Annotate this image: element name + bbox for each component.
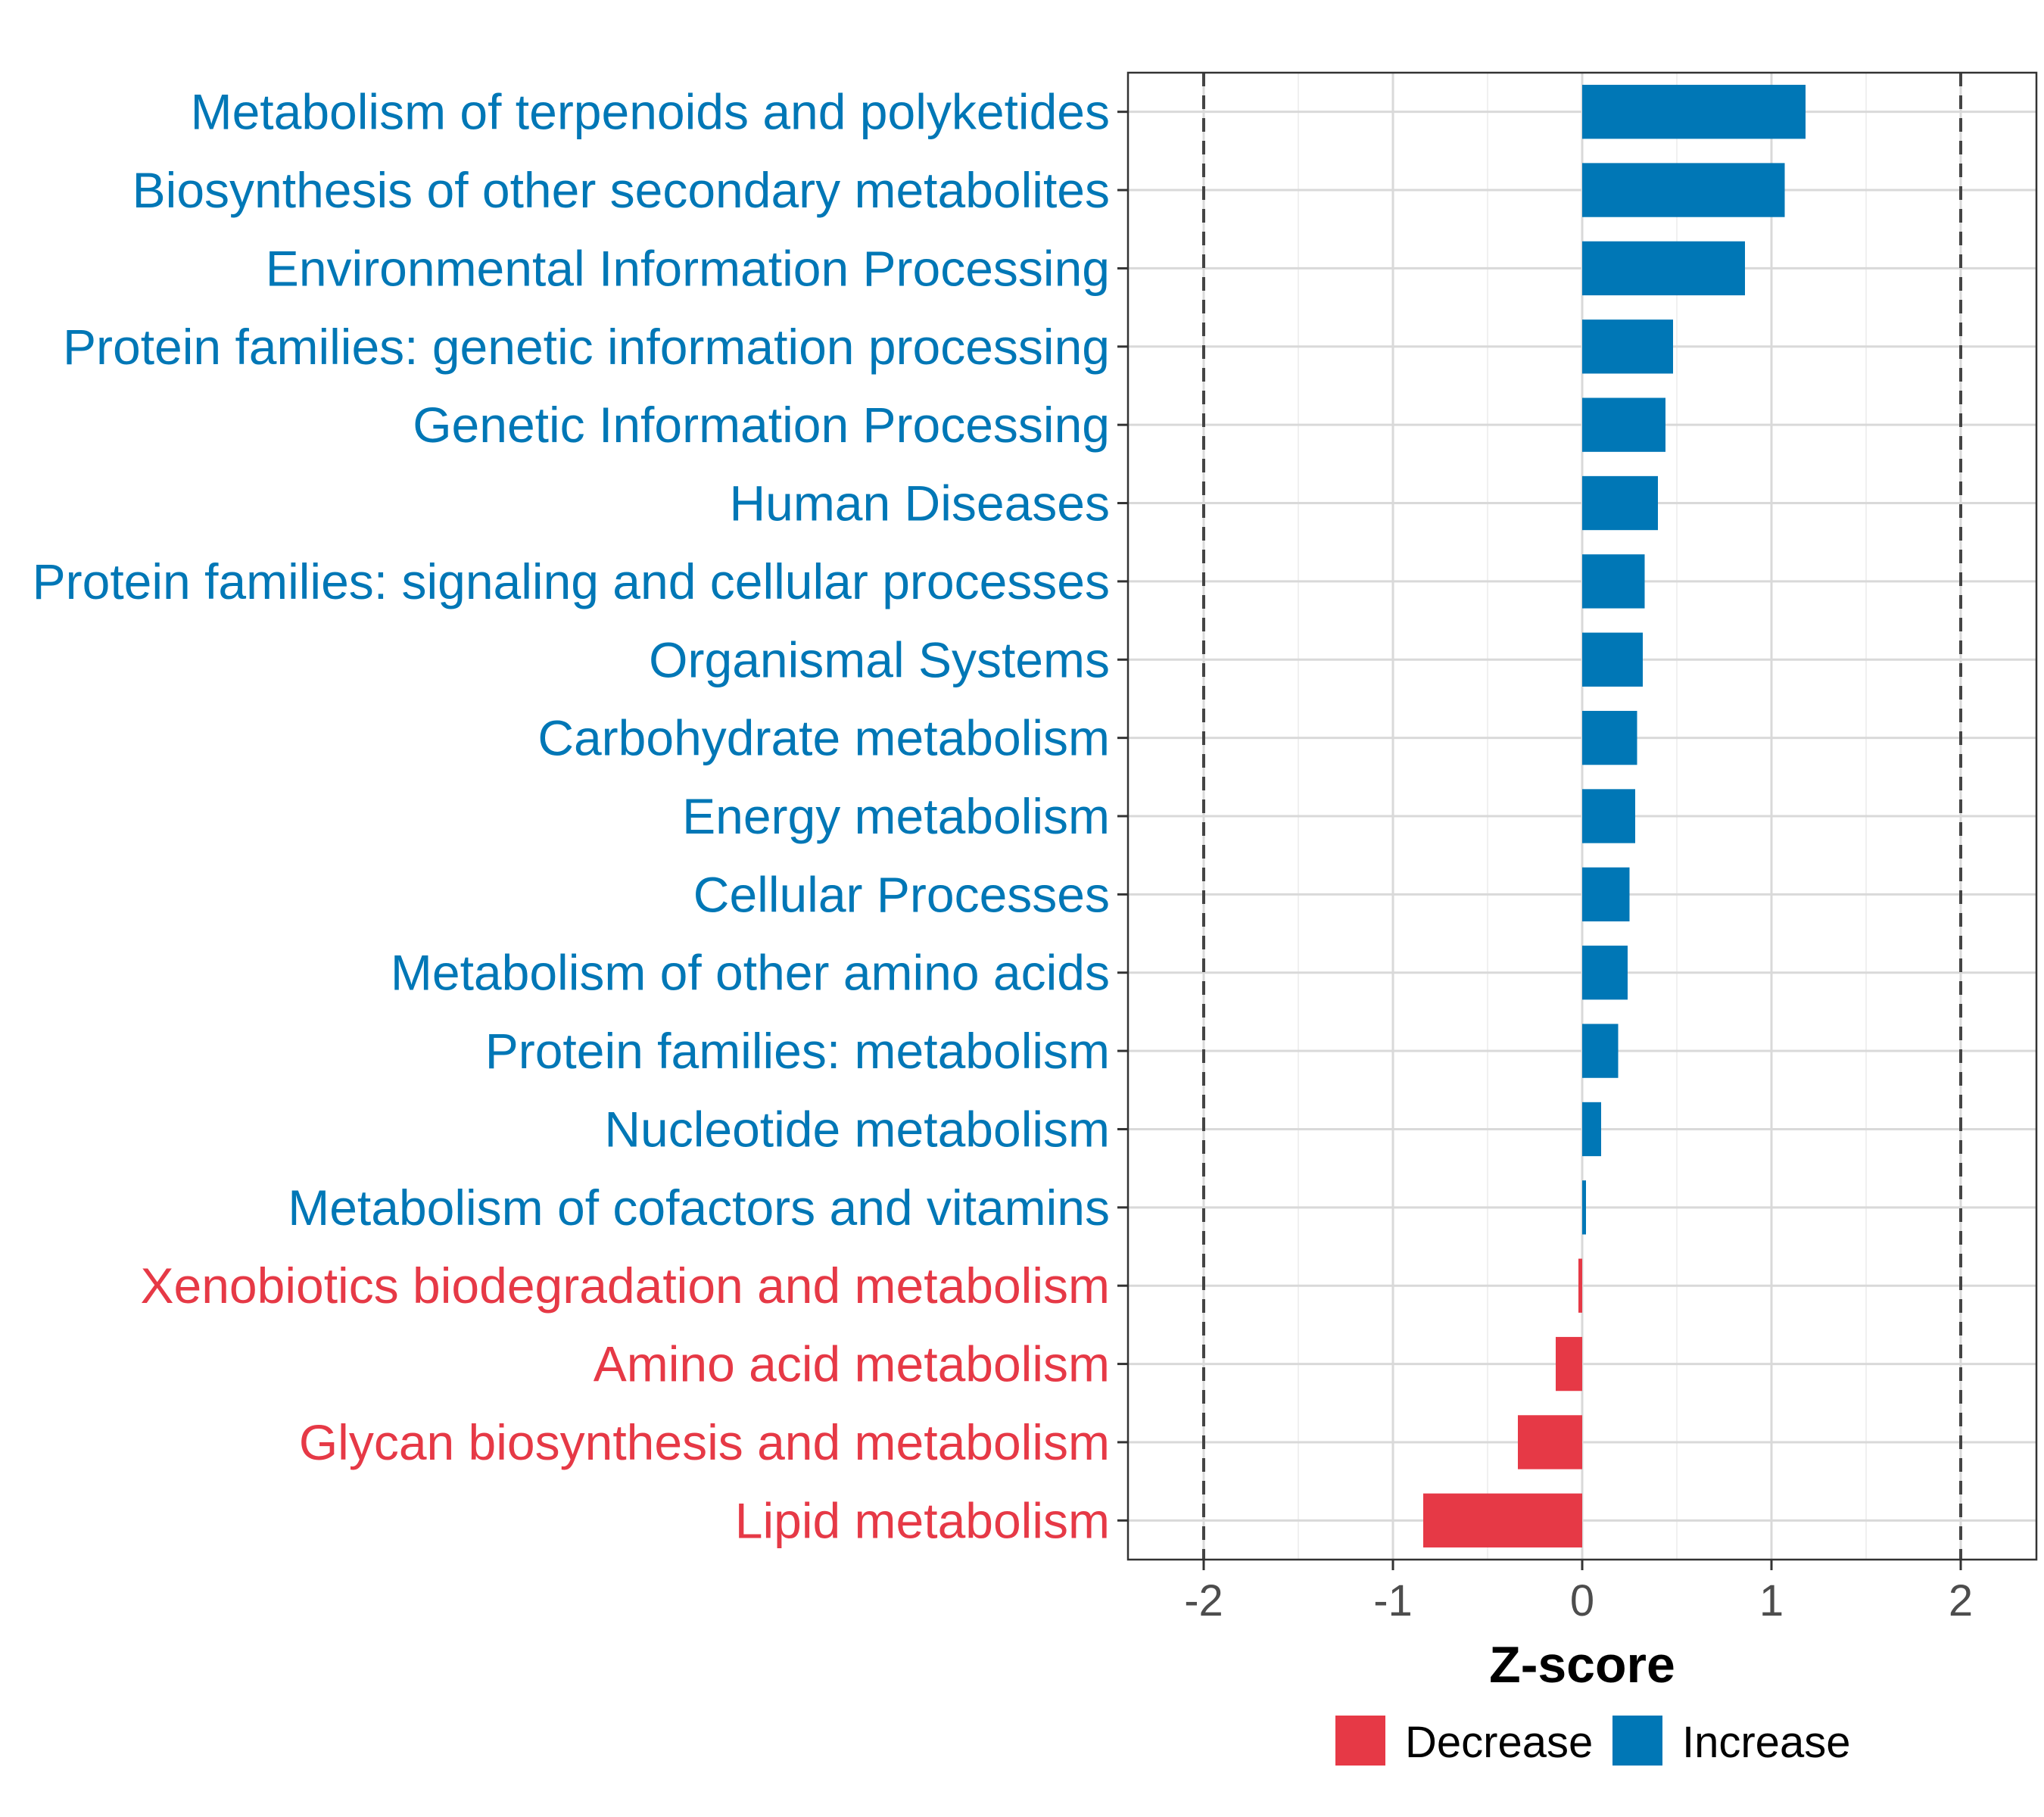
category-label: Protein families: genetic information pr… xyxy=(63,319,1110,375)
category-label: Organismal Systems xyxy=(649,631,1110,687)
bar xyxy=(1582,163,1785,217)
category-label: Protein families: metabolism xyxy=(485,1023,1110,1079)
category-labels: Metabolism of terpenoids and polyketides… xyxy=(33,84,1110,1549)
category-label: Cellular Processes xyxy=(693,866,1110,922)
category-label: Environmental Information Processing xyxy=(266,240,1110,296)
x-axis-ticks: -2 -1 0 1 2 xyxy=(1184,1560,1973,1625)
bar xyxy=(1582,710,1637,765)
category-label: Xenobiotics biodegradation and metabolis… xyxy=(141,1258,1111,1314)
category-label: Metabolism of terpenoids and polyketides xyxy=(191,84,1110,140)
category-label: Carbohydrate metabolism xyxy=(537,710,1110,766)
bar xyxy=(1582,397,1665,452)
category-label: Glycan biosynthesis and metabolism xyxy=(299,1414,1110,1470)
legend: Decrease Increase xyxy=(1335,1716,1850,1767)
legend-label: Decrease xyxy=(1405,1718,1593,1767)
bar xyxy=(1578,1258,1582,1313)
legend-swatch xyxy=(1335,1716,1385,1766)
category-label: Energy metabolism xyxy=(682,788,1110,844)
bar xyxy=(1582,1180,1586,1235)
bar xyxy=(1582,554,1645,609)
bar xyxy=(1582,475,1658,531)
bar xyxy=(1582,1102,1601,1157)
legend-label: Increase xyxy=(1682,1718,1850,1767)
category-label: Metabolism of cofactors and vitamins xyxy=(288,1180,1110,1236)
bar xyxy=(1582,1024,1619,1078)
bar xyxy=(1556,1336,1582,1392)
bar xyxy=(1582,946,1628,1000)
bar xyxy=(1582,85,1806,139)
reference-lines xyxy=(1202,73,1962,1560)
category-label: Biosynthesis of other secondary metaboli… xyxy=(132,162,1110,218)
bars xyxy=(1423,85,1806,1547)
bar xyxy=(1582,867,1630,922)
x-tick-label: 1 xyxy=(1759,1576,1784,1625)
x-tick-label: 2 xyxy=(1949,1576,1973,1625)
x-tick-label: -1 xyxy=(1373,1576,1413,1625)
bar xyxy=(1423,1493,1582,1547)
category-label: Metabolism of other amino acids xyxy=(391,945,1110,1001)
y-axis-ticks xyxy=(1117,111,1128,1522)
bar xyxy=(1582,632,1643,687)
x-tick-label: 0 xyxy=(1570,1576,1594,1625)
category-label: Lipid metabolism xyxy=(735,1492,1110,1548)
bar xyxy=(1582,241,1745,296)
category-label: Nucleotide metabolism xyxy=(604,1101,1110,1157)
category-label: Amino acid metabolism xyxy=(594,1336,1110,1392)
category-label: Genetic Information Processing xyxy=(413,397,1110,453)
bar xyxy=(1582,789,1635,843)
category-label: Human Diseases xyxy=(729,475,1110,531)
legend-swatch xyxy=(1612,1716,1662,1766)
x-axis-title: Z-score xyxy=(1489,1636,1675,1694)
category-label: Protein families: signaling and cellular… xyxy=(33,553,1110,609)
x-tick-label: -2 xyxy=(1184,1576,1223,1625)
bar xyxy=(1518,1415,1582,1469)
bar xyxy=(1582,319,1673,374)
